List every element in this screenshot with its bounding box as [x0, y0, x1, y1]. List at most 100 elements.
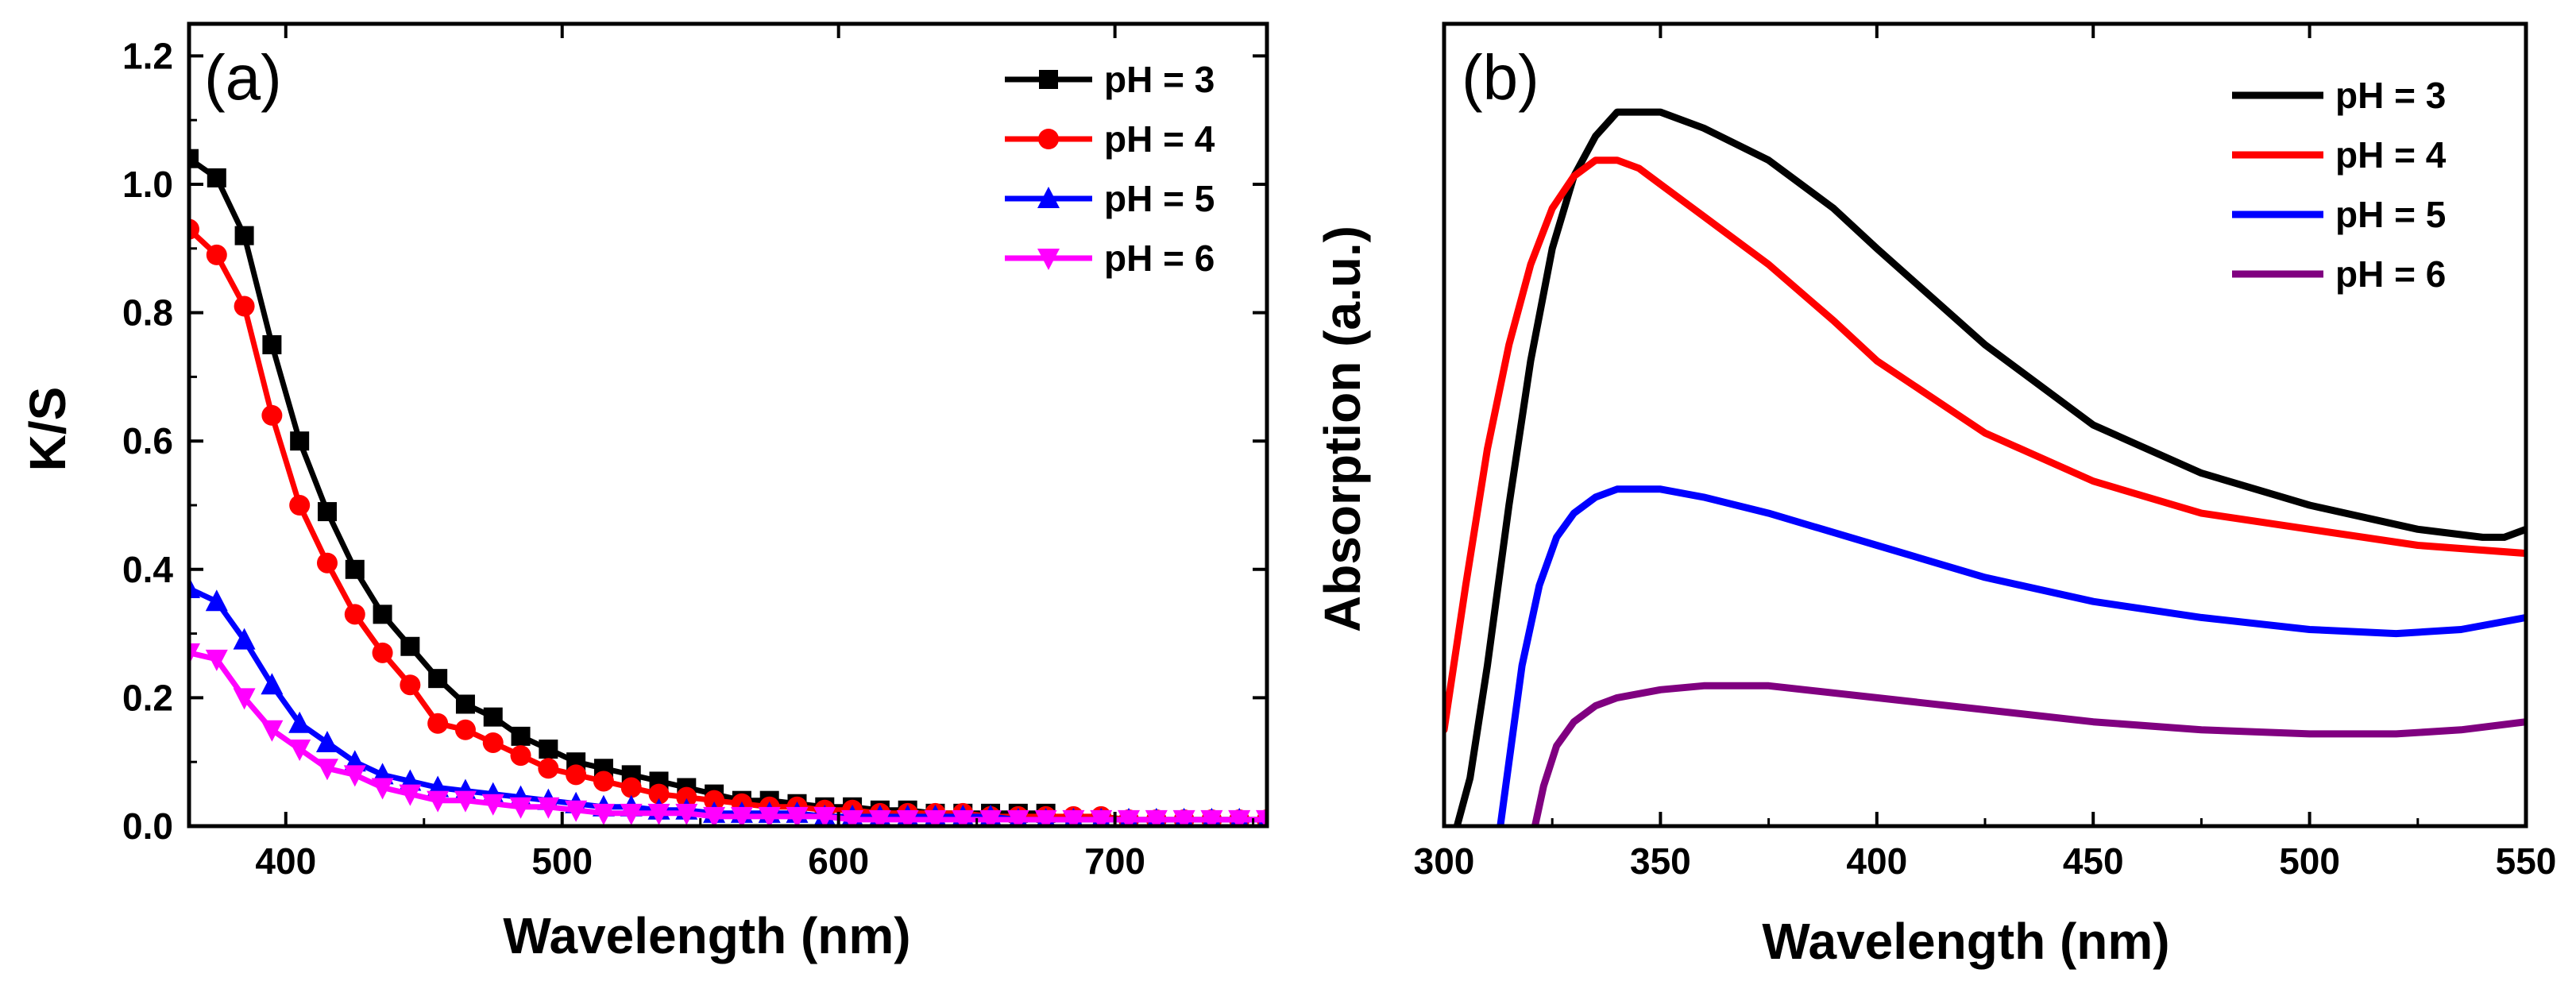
legend-label: pH = 5: [1104, 178, 1215, 219]
legend-label: pH = 3: [1104, 59, 1215, 100]
data-point-pH4: [427, 713, 449, 734]
data-point-pH6: [1006, 809, 1029, 826]
data-point-pH6: [1062, 809, 1085, 826]
data-point-pH6: [481, 794, 504, 816]
data-point-pH3: [189, 149, 199, 168]
data-point-pH3: [234, 226, 254, 245]
data-point-pH6: [1034, 809, 1057, 826]
data-point-pH6: [427, 790, 450, 813]
data-point-pH6: [896, 809, 919, 826]
data-point-pH6: [924, 809, 947, 826]
x-tick-label: 600: [808, 840, 869, 882]
data-point-pH4: [566, 764, 587, 786]
data-point-pH5: [189, 577, 200, 599]
data-point-pH6: [1145, 809, 1168, 826]
x-tick-label: 500: [531, 840, 593, 882]
panel-b-ylabel: Absorption (a.u.): [1314, 226, 1371, 632]
data-point-pH4: [593, 771, 614, 792]
legend-marker: [1039, 70, 1058, 89]
y-tick-label: 0.2: [122, 677, 173, 718]
panel-b-plot-area: [1444, 108, 2526, 826]
data-point-pH6: [205, 649, 228, 671]
data-point-pH6: [758, 806, 781, 826]
data-point-pH3: [262, 335, 282, 354]
data-point-pH6: [399, 784, 422, 806]
data-point-pH6: [703, 806, 726, 826]
panel-b-legend: pH = 3 pH = 4 pH = 5 pH = 6: [2232, 75, 2447, 295]
data-point-pH4: [454, 719, 476, 740]
data-point-pH3: [317, 502, 337, 522]
panel-a: (a) K/S Wavelength (nm) 400 500 600 700 0.0 0…: [19, 21, 1269, 964]
data-point-pH3: [373, 605, 392, 624]
series-line-pH4: [189, 226, 1267, 823]
data-point-pH4: [482, 732, 504, 753]
data-point-pH6: [1228, 809, 1251, 826]
data-point-pH6: [1090, 809, 1113, 826]
data-point-pH6: [1200, 809, 1223, 826]
data-point-pH6: [730, 806, 753, 826]
data-point-pH4: [538, 758, 559, 779]
series-line-pH6: [189, 650, 1267, 823]
data-point-pH4: [316, 552, 338, 574]
legend-label: pH = 6: [2335, 253, 2446, 295]
panel-b: (b) Absorption (a.u.) Wavelength (nm) 30…: [1314, 21, 2556, 970]
data-point-pH3: [539, 740, 558, 759]
data-point-pH6: [189, 643, 200, 665]
data-point-pH3: [483, 707, 503, 727]
series-line-pH3: [1453, 108, 2526, 826]
data-point-pH6: [343, 765, 366, 787]
legend-marker: [1038, 129, 1059, 149]
data-point-pH6: [1256, 809, 1267, 826]
data-point-pH4: [206, 244, 227, 265]
data-point-pH4: [676, 786, 697, 808]
legend-label: pH = 5: [2335, 194, 2446, 235]
y-tick-label: 1.2: [122, 35, 173, 76]
data-point-pH5: [261, 673, 284, 695]
panel-a-legend: pH = 3 pH = 4 pH = 5 pH = 6: [1005, 59, 1215, 279]
data-point-pH6: [841, 809, 864, 826]
data-point-pH6: [592, 803, 615, 825]
y-tick-label: 0.8: [122, 292, 173, 334]
legend-marker: [1037, 249, 1060, 270]
data-point-pH6: [952, 809, 975, 826]
data-point-pH4: [189, 218, 199, 240]
legend-label: pH = 3: [2335, 75, 2446, 116]
data-point-pH6: [786, 806, 809, 826]
axes-frame: [187, 21, 1269, 829]
data-point-pH4: [234, 296, 255, 317]
x-tick-label: 450: [2063, 840, 2124, 882]
panel-a-ylabel: K/S: [19, 387, 76, 472]
data-point-pH3: [511, 726, 531, 746]
data-point-pH6: [233, 688, 256, 710]
data-point-pH6: [868, 809, 891, 826]
series-line-pH4: [1444, 156, 2526, 734]
data-point-pH5: [205, 589, 228, 612]
data-point-pH6: [315, 759, 338, 781]
data-point-pH6: [288, 740, 311, 762]
data-point-pH4: [704, 790, 725, 811]
data-point-pH5: [233, 628, 256, 650]
data-point-pH4: [620, 777, 642, 798]
data-point-pH6: [371, 778, 394, 800]
data-point-pH6: [979, 809, 1002, 826]
data-point-pH4: [510, 745, 531, 767]
data-point-pH4: [372, 642, 393, 663]
data-point-pH6: [1172, 809, 1195, 826]
x-tick-label: 700: [1084, 840, 1145, 882]
series-line-pH3: [189, 156, 1049, 817]
data-point-pH4: [400, 674, 421, 696]
data-point-pH3: [207, 168, 226, 187]
legend-marker: [1037, 187, 1060, 208]
data-point-pH4: [344, 604, 365, 625]
data-point-pH4: [648, 783, 670, 805]
legend-label: pH = 6: [1104, 238, 1215, 279]
series-line-pH6: [1531, 682, 2526, 826]
y-tick-label: 0.6: [122, 420, 173, 462]
x-tick-label: 500: [2279, 840, 2340, 882]
data-point-pH6: [620, 803, 643, 825]
data-point-pH3: [400, 636, 420, 656]
data-point-pH6: [509, 797, 532, 819]
legend-label: pH = 4: [1104, 118, 1215, 160]
legend-label: pH = 4: [2335, 134, 2447, 176]
data-point-pH6: [537, 797, 560, 819]
